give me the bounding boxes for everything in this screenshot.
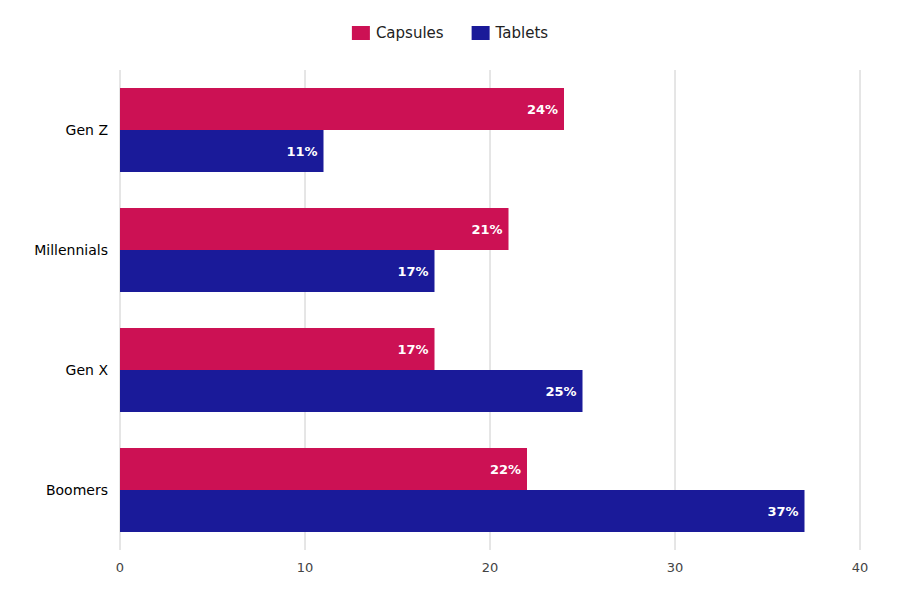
tick-label: 30 [667,560,684,575]
data-label: 17% [397,342,428,357]
legend-swatch [352,26,370,40]
legend-item: Capsules [352,24,444,42]
legend-item: Tablets [472,24,549,42]
value-axis: 0 10 20 30 40 [116,560,868,575]
category-label: Boomers [46,482,108,498]
bars [120,88,805,532]
category-label: Gen X [66,362,109,378]
tick-label: 0 [116,560,124,575]
category-label: Millennials [34,242,108,258]
bar [120,88,564,130]
legend-label: Tablets [495,24,549,42]
bar [120,208,509,250]
legend-label: Capsules [376,24,444,42]
category-label: Gen Z [66,122,108,138]
data-label: 25% [545,384,576,399]
tick-label: 40 [852,560,869,575]
data-label: 21% [471,222,502,237]
bar [120,250,435,292]
grid [120,70,860,550]
data-labels: 24% 21% 17% 22% 11% 17% 25% 37% [286,102,798,519]
data-label: 24% [527,102,558,117]
bar [120,130,324,172]
bar [120,370,583,412]
tick-label: 20 [482,560,499,575]
legend: Capsules Tablets [352,24,548,42]
grid-line [860,70,861,550]
data-label: 22% [490,462,521,477]
data-label: 17% [397,264,428,279]
grid-line [675,70,676,550]
legend-swatch [472,26,490,40]
tick-label: 10 [297,560,314,575]
data-label: 37% [767,504,798,519]
chart: 0 10 20 30 40 Gen Z Millennials Gen X Boomers 24%… [0,0,900,600]
bar [120,448,527,490]
bar [120,328,435,370]
bar [120,490,805,532]
category-axis: Gen Z Millennials Gen X Boomers [34,122,108,498]
data-label: 11% [286,144,317,159]
